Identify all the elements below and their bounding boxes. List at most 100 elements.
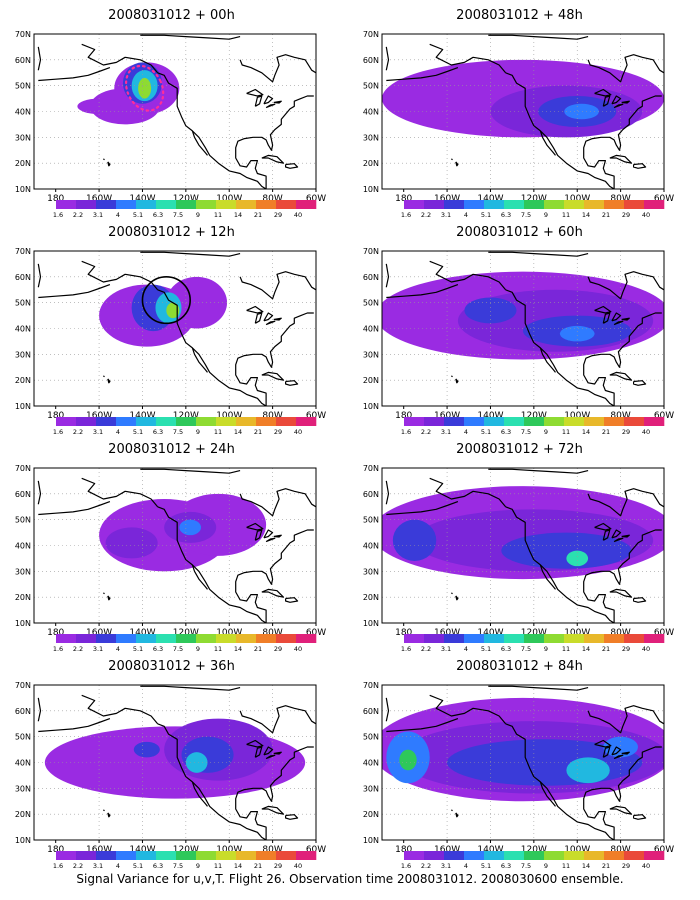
plot-frame [381, 684, 665, 841]
colorbar-swatch [296, 417, 317, 426]
observation-region-contour [124, 64, 165, 112]
coastline [37, 46, 42, 71]
colorbar-label: 14 [582, 428, 590, 436]
colorbar-swatch [604, 634, 625, 643]
y-tick-label: 40N [363, 542, 379, 551]
x-tick-label: 180 [395, 194, 412, 204]
coastline [385, 46, 390, 71]
panel-title: 2008031012 + 36h [108, 659, 235, 674]
y-tick-label: 60N [15, 273, 31, 282]
colorbar-swatch [464, 634, 485, 643]
coastline [602, 746, 611, 758]
coastline [273, 317, 282, 321]
coastline [450, 809, 453, 812]
colorbar-swatch [256, 851, 277, 860]
coastline [505, 506, 615, 623]
y-tick-label: 10N [15, 836, 31, 845]
colorbar-swatch [524, 851, 545, 860]
colorbar: 1.6 2.2 3.1 4 5.1 6.3 7.5 9 11 14 21 29 40 [401, 634, 665, 653]
coastline [621, 534, 630, 538]
colorbar-label: 14 [234, 645, 242, 653]
coastline [613, 754, 624, 760]
map-chart-60h: 180 160W 140W 120W 100W 80W 60W 70N 60N 50N 40N 30N… [363, 247, 674, 436]
colorbar-swatch [524, 200, 545, 209]
colorbar-swatch [564, 417, 585, 426]
coastline [102, 592, 105, 595]
colorbar-label: 1.6 [401, 428, 411, 436]
x-tick-label: 160W [434, 845, 460, 855]
coastline [263, 746, 274, 756]
colorbar-label: 7.5 [521, 645, 531, 653]
colorbar-swatch [116, 200, 137, 209]
colorbar-swatch [116, 634, 137, 643]
colorbar-label: 9 [544, 211, 548, 219]
coastline [429, 43, 507, 74]
colorbar-label: 5.1 [133, 645, 143, 653]
x-tick-label: 80W [610, 194, 630, 204]
variance-contour [566, 757, 610, 784]
coastline [429, 260, 507, 291]
coastline [254, 312, 263, 324]
coastline [285, 163, 299, 169]
variance-field [44, 718, 306, 799]
colorbar: 1.6 2.2 3.1 4 5.1 6.3 7.5 9 11 14 21 29 40 [53, 634, 317, 653]
x-tick-label: 140W [129, 411, 155, 421]
colorbar-swatch [196, 851, 217, 860]
colorbar-swatch [564, 851, 585, 860]
y-tick-label: 50N [15, 733, 31, 742]
coastline [81, 43, 159, 74]
colorbar-label: 4 [464, 645, 468, 653]
colorbar-label: 40 [642, 211, 650, 219]
colorbar-label: 5.1 [133, 211, 143, 219]
coastline [587, 54, 664, 83]
coastlines [385, 251, 664, 406]
coastline [385, 480, 390, 505]
x-tick-label: 140W [477, 194, 503, 204]
colorbar-label: 5.1 [481, 645, 491, 653]
colorbar-label: 1.6 [401, 211, 411, 219]
colorbar-swatch [444, 417, 465, 426]
map-chart-36h: 180 160W 140W 120W 100W 80W 60W 70N 60N 50N 40N 30N… [15, 681, 326, 870]
x-tick-label: 80W [262, 628, 282, 638]
variance-field [382, 271, 664, 360]
x-tick-label: 100W [564, 411, 590, 421]
coastline [261, 154, 285, 164]
x-tick-label: 100W [216, 628, 242, 638]
panel-84h: 2008031012 + 84h 180 160W 140W 120W 100W 80W 6… [352, 655, 687, 873]
coastline [107, 595, 111, 601]
colorbar-swatch [424, 417, 445, 426]
colorbar-swatch [276, 851, 297, 860]
colorbar-swatch [136, 851, 157, 860]
colorbar-swatch [176, 851, 197, 860]
plot-frame [33, 250, 317, 407]
colorbar-label: 3.1 [441, 862, 451, 870]
y-tick-label: 60N [15, 490, 31, 499]
coastline [385, 263, 390, 288]
colorbar-swatch [624, 634, 645, 643]
coastline [38, 718, 111, 733]
x-tick-label: 100W [564, 628, 590, 638]
colorbar-swatch [196, 634, 217, 643]
colorbar: 1.6 2.2 3.1 4 5.1 6.3 7.5 9 11 14 21 29 40 [53, 200, 317, 219]
colorbar-label: 2.2 [73, 428, 83, 436]
x-tick-label: 100W [216, 845, 242, 855]
y-tick-label: 70N [15, 30, 31, 39]
coastline [235, 529, 314, 623]
colorbar-swatch [56, 200, 77, 209]
variance-field [99, 276, 228, 347]
x-tick-label: 180 [395, 628, 412, 638]
coastline [246, 522, 264, 531]
coastline [613, 320, 624, 326]
colorbar-label: 2.2 [73, 645, 83, 653]
variance-contour [185, 752, 208, 773]
observation-region-contour [141, 276, 191, 325]
coastline [450, 592, 453, 595]
x-tick-label: 140W [477, 845, 503, 855]
x-tick-label: 60W [654, 628, 674, 638]
x-tick-label: 60W [654, 411, 674, 421]
map-chart-24h: 180 160W 140W 120W 100W 80W 60W 70N 60N 50N 40N 30N… [15, 464, 326, 653]
colorbar-swatch [76, 634, 97, 643]
variance-contour [392, 519, 437, 561]
coastline [37, 480, 42, 505]
y-tick-label: 30N [15, 133, 31, 142]
